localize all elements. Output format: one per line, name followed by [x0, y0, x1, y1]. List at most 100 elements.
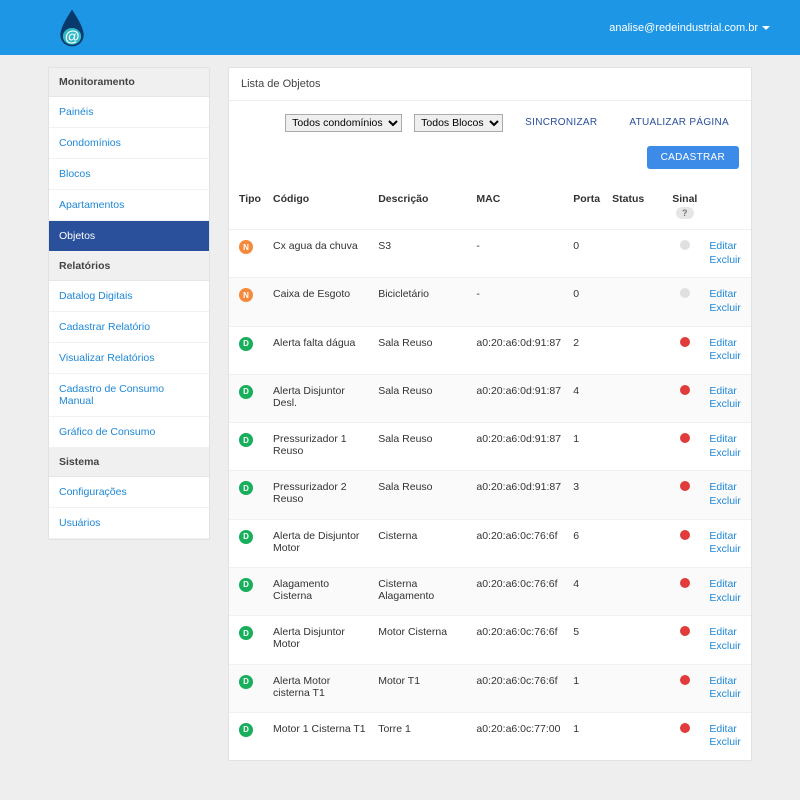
edit-link[interactable]: Editar	[709, 385, 741, 399]
sidebar-item[interactable]: Blocos	[49, 159, 209, 190]
main-panel: Lista de Objetos Todos condomínios Todos…	[228, 67, 752, 761]
delete-link[interactable]: Excluir	[709, 688, 741, 702]
sidebar-item[interactable]: Visualizar Relatórios	[49, 343, 209, 374]
signal-indicator-icon	[680, 578, 690, 588]
cell-descricao: Sala Reuso	[372, 374, 470, 422]
user-menu[interactable]: analise@redeindustrial.com.br	[609, 22, 770, 34]
delete-link[interactable]: Excluir	[709, 350, 741, 364]
cell-descricao: Cisterna Alagamento	[372, 567, 470, 615]
col-descricao: Descrição	[372, 187, 470, 230]
signal-indicator-icon	[680, 385, 690, 395]
col-codigo: Código	[267, 187, 372, 230]
type-badge: D	[239, 337, 253, 351]
add-button[interactable]: CADASTRAR	[647, 146, 739, 169]
edit-link[interactable]: Editar	[709, 481, 741, 495]
signal-indicator-icon	[680, 481, 690, 491]
cell-porta: 1	[567, 712, 606, 760]
cell-mac: a0:20:a6:0d:91:87	[470, 326, 567, 374]
sidebar-item[interactable]: Cadastro de Consumo Manual	[49, 374, 209, 417]
delete-link[interactable]: Excluir	[709, 302, 741, 316]
cell-porta: 4	[567, 374, 606, 422]
col-status: Status	[606, 187, 666, 230]
sidebar-item[interactable]: Gráfico de Consumo	[49, 417, 209, 448]
cell-status	[606, 326, 666, 374]
sidebar-group-header: Sistema	[49, 448, 209, 477]
type-badge: D	[239, 530, 253, 544]
col-mac: MAC	[470, 187, 567, 230]
cell-mac: a0:20:a6:0d:91:87	[470, 423, 567, 471]
signal-indicator-icon	[680, 288, 690, 298]
table-row: NCaixa de EsgotoBicicletário-0EditarExcl…	[229, 278, 751, 326]
col-porta: Porta	[567, 187, 606, 230]
delete-link[interactable]: Excluir	[709, 447, 741, 461]
cell-status	[606, 519, 666, 567]
table-row: NCx agua da chuvaS3-0EditarExcluir	[229, 230, 751, 278]
edit-link[interactable]: Editar	[709, 675, 741, 689]
cell-descricao: Torre 1	[372, 712, 470, 760]
sidebar-item[interactable]: Apartamentos	[49, 190, 209, 221]
cell-porta: 4	[567, 567, 606, 615]
cell-status	[606, 712, 666, 760]
edit-link[interactable]: Editar	[709, 288, 741, 302]
sidebar-item[interactable]: Datalog Digitais	[49, 281, 209, 312]
col-sinal-label: Sinal	[672, 193, 697, 205]
delete-link[interactable]: Excluir	[709, 543, 741, 557]
delete-link[interactable]: Excluir	[709, 254, 741, 268]
signal-indicator-icon	[680, 337, 690, 347]
sidebar-item[interactable]: Usuários	[49, 508, 209, 539]
cell-mac: a0:20:a6:0c:76:6f	[470, 567, 567, 615]
edit-link[interactable]: Editar	[709, 626, 741, 640]
cell-porta: 5	[567, 616, 606, 664]
edit-link[interactable]: Editar	[709, 433, 741, 447]
filter-condominio-select[interactable]: Todos condomínios	[285, 114, 402, 132]
svg-text:@: @	[65, 28, 80, 45]
sinal-help-icon[interactable]: ?	[676, 207, 694, 219]
table-row: DAlerta de Disjuntor MotorCisternaa0:20:…	[229, 519, 751, 567]
cell-descricao: Sala Reuso	[372, 326, 470, 374]
sidebar-item[interactable]: Painéis	[49, 97, 209, 128]
cell-codigo: Alerta Disjuntor Desl.	[267, 374, 372, 422]
delete-link[interactable]: Excluir	[709, 398, 741, 412]
signal-indicator-icon	[680, 240, 690, 250]
delete-link[interactable]: Excluir	[709, 640, 741, 654]
filter-bloco-select[interactable]: Todos Blocos	[414, 114, 503, 132]
col-actions	[703, 187, 751, 230]
delete-link[interactable]: Excluir	[709, 736, 741, 750]
sync-button[interactable]: SINCRONIZAR	[515, 111, 607, 134]
refresh-button[interactable]: ATUALIZAR PÁGINA	[619, 111, 739, 134]
cell-porta: 0	[567, 278, 606, 326]
edit-link[interactable]: Editar	[709, 723, 741, 737]
cell-descricao: Sala Reuso	[372, 423, 470, 471]
edit-link[interactable]: Editar	[709, 578, 741, 592]
sidebar-item[interactable]: Configurações	[49, 477, 209, 508]
table-row: DAlerta falta dáguaSala Reusoa0:20:a6:0d…	[229, 326, 751, 374]
edit-link[interactable]: Editar	[709, 240, 741, 254]
page-title: Lista de Objetos	[229, 68, 751, 101]
cell-status	[606, 230, 666, 278]
cell-mac: a0:20:a6:0d:91:87	[470, 471, 567, 519]
edit-link[interactable]: Editar	[709, 530, 741, 544]
caret-down-icon	[762, 26, 770, 30]
cell-codigo: Caixa de Esgoto	[267, 278, 372, 326]
app-logo: @	[55, 8, 89, 48]
delete-link[interactable]: Excluir	[709, 592, 741, 606]
edit-link[interactable]: Editar	[709, 337, 741, 351]
cell-porta: 3	[567, 471, 606, 519]
type-badge: D	[239, 578, 253, 592]
col-sinal: Sinal ?	[666, 187, 703, 230]
type-badge: N	[239, 240, 253, 254]
delete-link[interactable]: Excluir	[709, 495, 741, 509]
sidebar-item[interactable]: Condomínios	[49, 128, 209, 159]
cell-porta: 0	[567, 230, 606, 278]
table-row: DMotor 1 Cisterna T1Torre 1a0:20:a6:0c:7…	[229, 712, 751, 760]
type-badge: D	[239, 481, 253, 495]
cell-descricao: Cisterna	[372, 519, 470, 567]
signal-indicator-icon	[680, 675, 690, 685]
table-row: DPressurizador 2 ReusoSala Reusoa0:20:a6…	[229, 471, 751, 519]
col-tipo: Tipo	[229, 187, 267, 230]
type-badge: D	[239, 433, 253, 447]
sidebar-item[interactable]: Cadastrar Relatório	[49, 312, 209, 343]
cell-codigo: Pressurizador 1 Reuso	[267, 423, 372, 471]
signal-indicator-icon	[680, 723, 690, 733]
sidebar-item[interactable]: Objetos	[49, 221, 209, 252]
